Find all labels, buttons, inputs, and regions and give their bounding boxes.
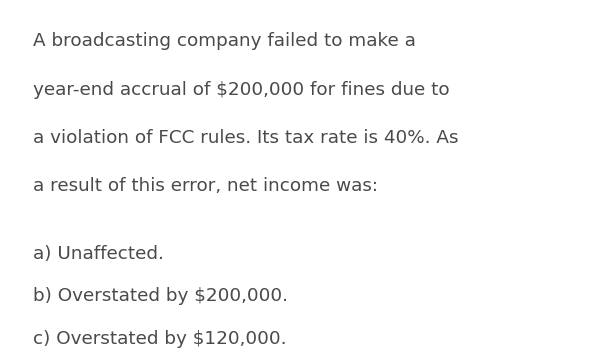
- Text: a result of this error, net income was:: a result of this error, net income was:: [33, 177, 378, 195]
- Text: a violation of FCC rules. Its tax rate is 40%. As: a violation of FCC rules. Its tax rate i…: [33, 129, 459, 147]
- Text: b) Overstated by $200,000.: b) Overstated by $200,000.: [33, 287, 288, 305]
- Text: c) Overstated by $120,000.: c) Overstated by $120,000.: [33, 330, 287, 348]
- Text: A broadcasting company failed to make a: A broadcasting company failed to make a: [33, 32, 416, 50]
- Text: a) Unaffected.: a) Unaffected.: [33, 245, 164, 263]
- Text: year-end accrual of $200,000 for fines due to: year-end accrual of $200,000 for fines d…: [33, 81, 450, 98]
